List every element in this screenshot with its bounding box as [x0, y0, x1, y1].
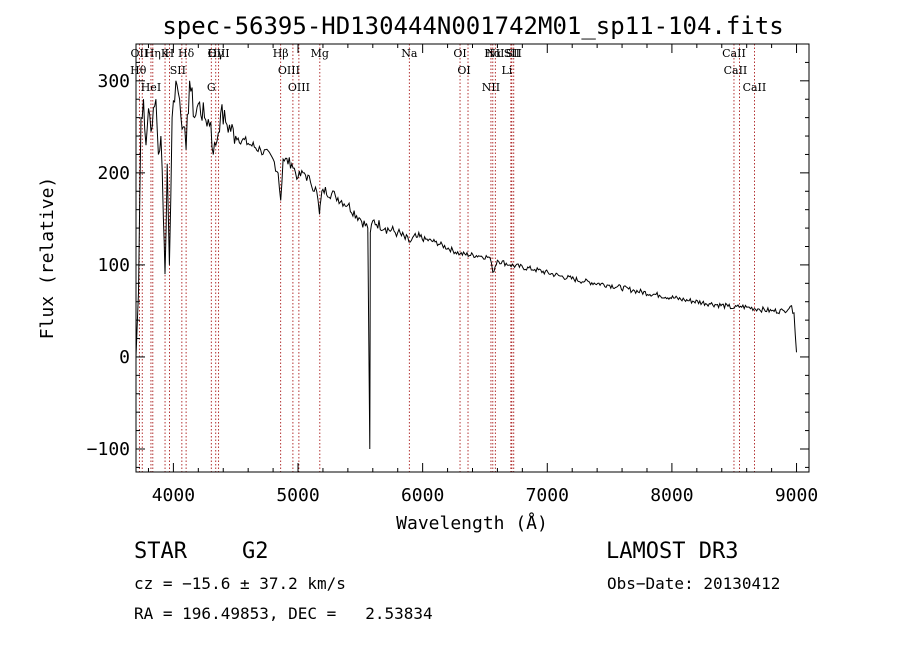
x-axis: 4000 5000 6000 7000 8000 9000 [147, 44, 818, 506]
x-tick-label: 8000 [650, 485, 693, 506]
object-type: STAR [134, 539, 187, 564]
line-label-4: K [161, 47, 170, 60]
redshift-value: cz = −15.6 ± 37.2 km/s [134, 574, 346, 593]
line-label-18: Hα [484, 47, 502, 60]
line-label-15: Na [401, 47, 418, 60]
y-axis: −100 0 100 200 300 [87, 43, 809, 468]
plot-frame [135, 43, 810, 473]
line-label-19: NII [482, 81, 500, 94]
line-label-22: SII [506, 47, 522, 60]
line-label-0: Hθ [130, 64, 147, 77]
obs-date: Obs−Date: 20130412 [607, 574, 781, 593]
x-tick-label: 4000 [152, 485, 195, 506]
spectrum-series-line [135, 80, 797, 450]
line-label-2: HeI [141, 81, 161, 94]
y-tick-label: 200 [97, 163, 130, 184]
line-label-6: SII [170, 64, 186, 77]
line-label-3: Hη [145, 47, 161, 60]
line-label-7: Hδ [178, 47, 195, 60]
x-tick-label: 7000 [526, 485, 569, 506]
chart-title: spec-56395-HD130444N001742M01_sp11-104.f… [162, 12, 783, 40]
line-label-26: CaII [743, 81, 767, 94]
y-tick-label: 100 [97, 255, 130, 276]
y-axis-label: Flux (relative) [37, 177, 58, 340]
coordinates: RA = 196.49853, DEC = 2.53834 [134, 604, 433, 623]
emission-line-markers [138, 44, 755, 472]
x-tick-label: 9000 [775, 485, 818, 506]
y-tick-label: 300 [97, 71, 130, 92]
line-label-12: OIII [278, 64, 300, 77]
x-tick-label: 6000 [401, 485, 444, 506]
y-tick-label: 0 [119, 347, 130, 368]
line-label-24: CaII [722, 47, 746, 60]
line-label-11: Hβ [273, 47, 289, 60]
line-label-16: OI [453, 47, 466, 60]
subclass: G2 [242, 539, 269, 564]
survey-name: LAMOST DR3 [606, 539, 739, 564]
line-label-10: G [207, 81, 216, 94]
line-label-14: Mg [311, 47, 329, 60]
line-label-20: NII [486, 47, 504, 60]
x-tick-label: 5000 [276, 485, 319, 506]
line-label-21: SII [504, 47, 520, 60]
line-label-8: OIII [208, 47, 230, 60]
line-label-23: Li [501, 64, 512, 77]
line-label-1: OII [131, 47, 149, 60]
line-label-13: OIII [288, 81, 310, 94]
line-label-9: Hγ [208, 47, 225, 60]
line-label-25: CaII [724, 64, 748, 77]
x-axis-label: Wavelength (Å) [396, 512, 548, 534]
line-label-17: OI [457, 64, 470, 77]
line-label-5: H [165, 47, 175, 60]
y-tick-label: −100 [87, 439, 130, 460]
